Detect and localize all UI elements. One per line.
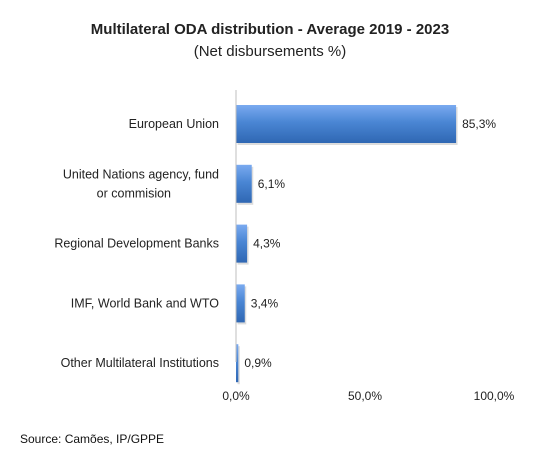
data-label: 85,3% [462,117,496,131]
data-label: 0,9% [244,356,272,370]
category-label: Regional Development Banks [54,237,219,251]
category-label: Other Multilateral Institutions [61,356,219,370]
data-label: 3,4% [251,296,279,310]
bar [236,284,245,323]
category-label: United Nations agency, fund or commision [63,167,219,200]
bar [236,105,457,143]
bar [236,164,252,203]
category-label: IMF, World Bank and WTO [71,296,219,310]
bar [236,344,239,383]
bar [236,224,248,263]
x-tick-label: 100,0% [474,389,515,403]
source-note: Source: Camões, IP/GPPE [20,432,165,446]
data-label: 4,3% [253,237,281,251]
x-tick-label: 50,0% [348,389,382,403]
bar-shadow [237,346,240,385]
data-label: 6,1% [258,177,286,191]
x-tick-label: 0,0% [222,389,250,403]
category-label: European Union [129,117,219,131]
